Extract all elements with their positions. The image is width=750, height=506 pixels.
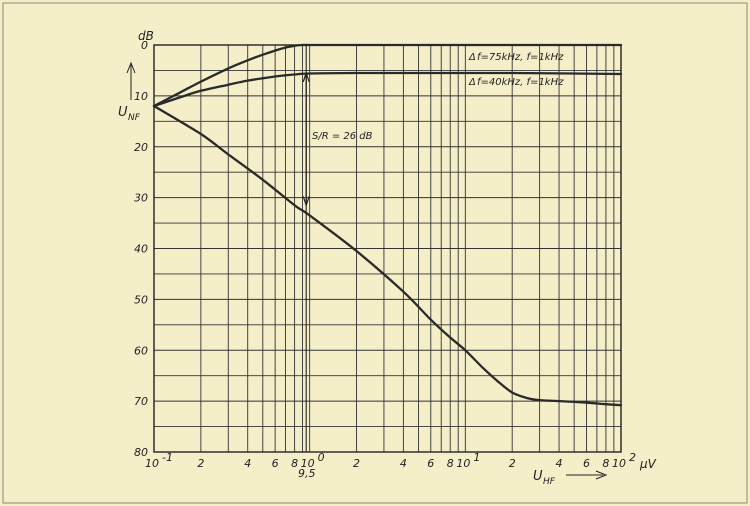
y-tick-label: 80 — [134, 446, 148, 459]
series-label-40khz: Δ f=40kHz, f=1kHz — [468, 77, 564, 88]
y-tick-label: 20 — [134, 141, 148, 154]
x-tick-label: 4 — [244, 457, 251, 470]
x-axis-label: U — [533, 469, 543, 484]
x-tick-label: 2 — [197, 457, 204, 470]
marker-label: 9,5 — [298, 467, 316, 480]
x-tick-exponent: -1 — [162, 451, 173, 464]
sr-annotation: S/R = 26 dB — [312, 131, 373, 142]
x-tick-label: 10 — [612, 457, 626, 470]
x-tick-exponent: 2 — [629, 451, 636, 464]
x-tick-label: 10 — [145, 457, 159, 470]
y-tick-labels: 0 10 20 30 40 50 60 70 80 — [134, 39, 148, 459]
y-axis-title: U NF — [118, 61, 141, 123]
y-tick-label: 0 — [141, 39, 148, 52]
series-label-40khz-delta: Δ — [468, 77, 476, 88]
series-label-75khz-delta: Δ — [468, 52, 476, 63]
x-tick-label: 8 — [602, 457, 609, 470]
x-tick-label: 10 — [301, 457, 315, 470]
curves — [152, 43, 623, 407]
curve-75khz — [152, 43, 623, 108]
curve-40khz — [152, 71, 623, 108]
x-tick-label: 4 — [556, 457, 563, 470]
x-tick-label: 2 — [509, 457, 516, 470]
y-axis-label-sub: NF — [128, 113, 141, 123]
series-label-75khz: Δ f=75kHz, f=1kHz — [468, 52, 564, 63]
y-tick-label: 30 — [134, 192, 148, 205]
y-tick-label: 70 — [134, 395, 148, 408]
y-tick-label: 10 — [134, 90, 148, 103]
x-tick-exponent: 1 — [473, 451, 480, 464]
x-unit-label: µV — [639, 457, 657, 471]
x-tick-labels: 10 -1 2 4 6 8 10 0 2 4 6 8 10 1 2 4 6 8 10 2 — [145, 451, 636, 470]
y-tick-label: 60 — [134, 344, 148, 357]
x-tick-label: 6 — [427, 457, 434, 470]
x-tick-label: 8 — [447, 457, 454, 470]
series-label-75khz-text: f=75kHz, f=1kHz — [477, 52, 564, 63]
y-tick-label: 40 — [134, 243, 148, 256]
x-tick-label: 10 — [456, 457, 470, 470]
y-unit-label: dB — [138, 29, 154, 43]
x-tick-exponent: 0 — [318, 451, 325, 464]
grid — [153, 44, 622, 453]
x-axis-title: U HF — [533, 469, 608, 487]
series-label-40khz-text: f=40kHz, f=1kHz — [477, 77, 564, 88]
curve-signal — [152, 104, 623, 407]
x-axis-label-sub: HF — [543, 477, 556, 487]
y-axis-label: U — [118, 105, 128, 120]
x-tick-label: 6 — [583, 457, 590, 470]
annotations — [302, 45, 310, 452]
x-tick-label: 2 — [353, 457, 360, 470]
x-tick-label: 8 — [291, 457, 298, 470]
y-tick-label: 50 — [134, 293, 148, 306]
x-tick-label: 6 — [272, 457, 279, 470]
x-tick-label: 4 — [400, 457, 407, 470]
